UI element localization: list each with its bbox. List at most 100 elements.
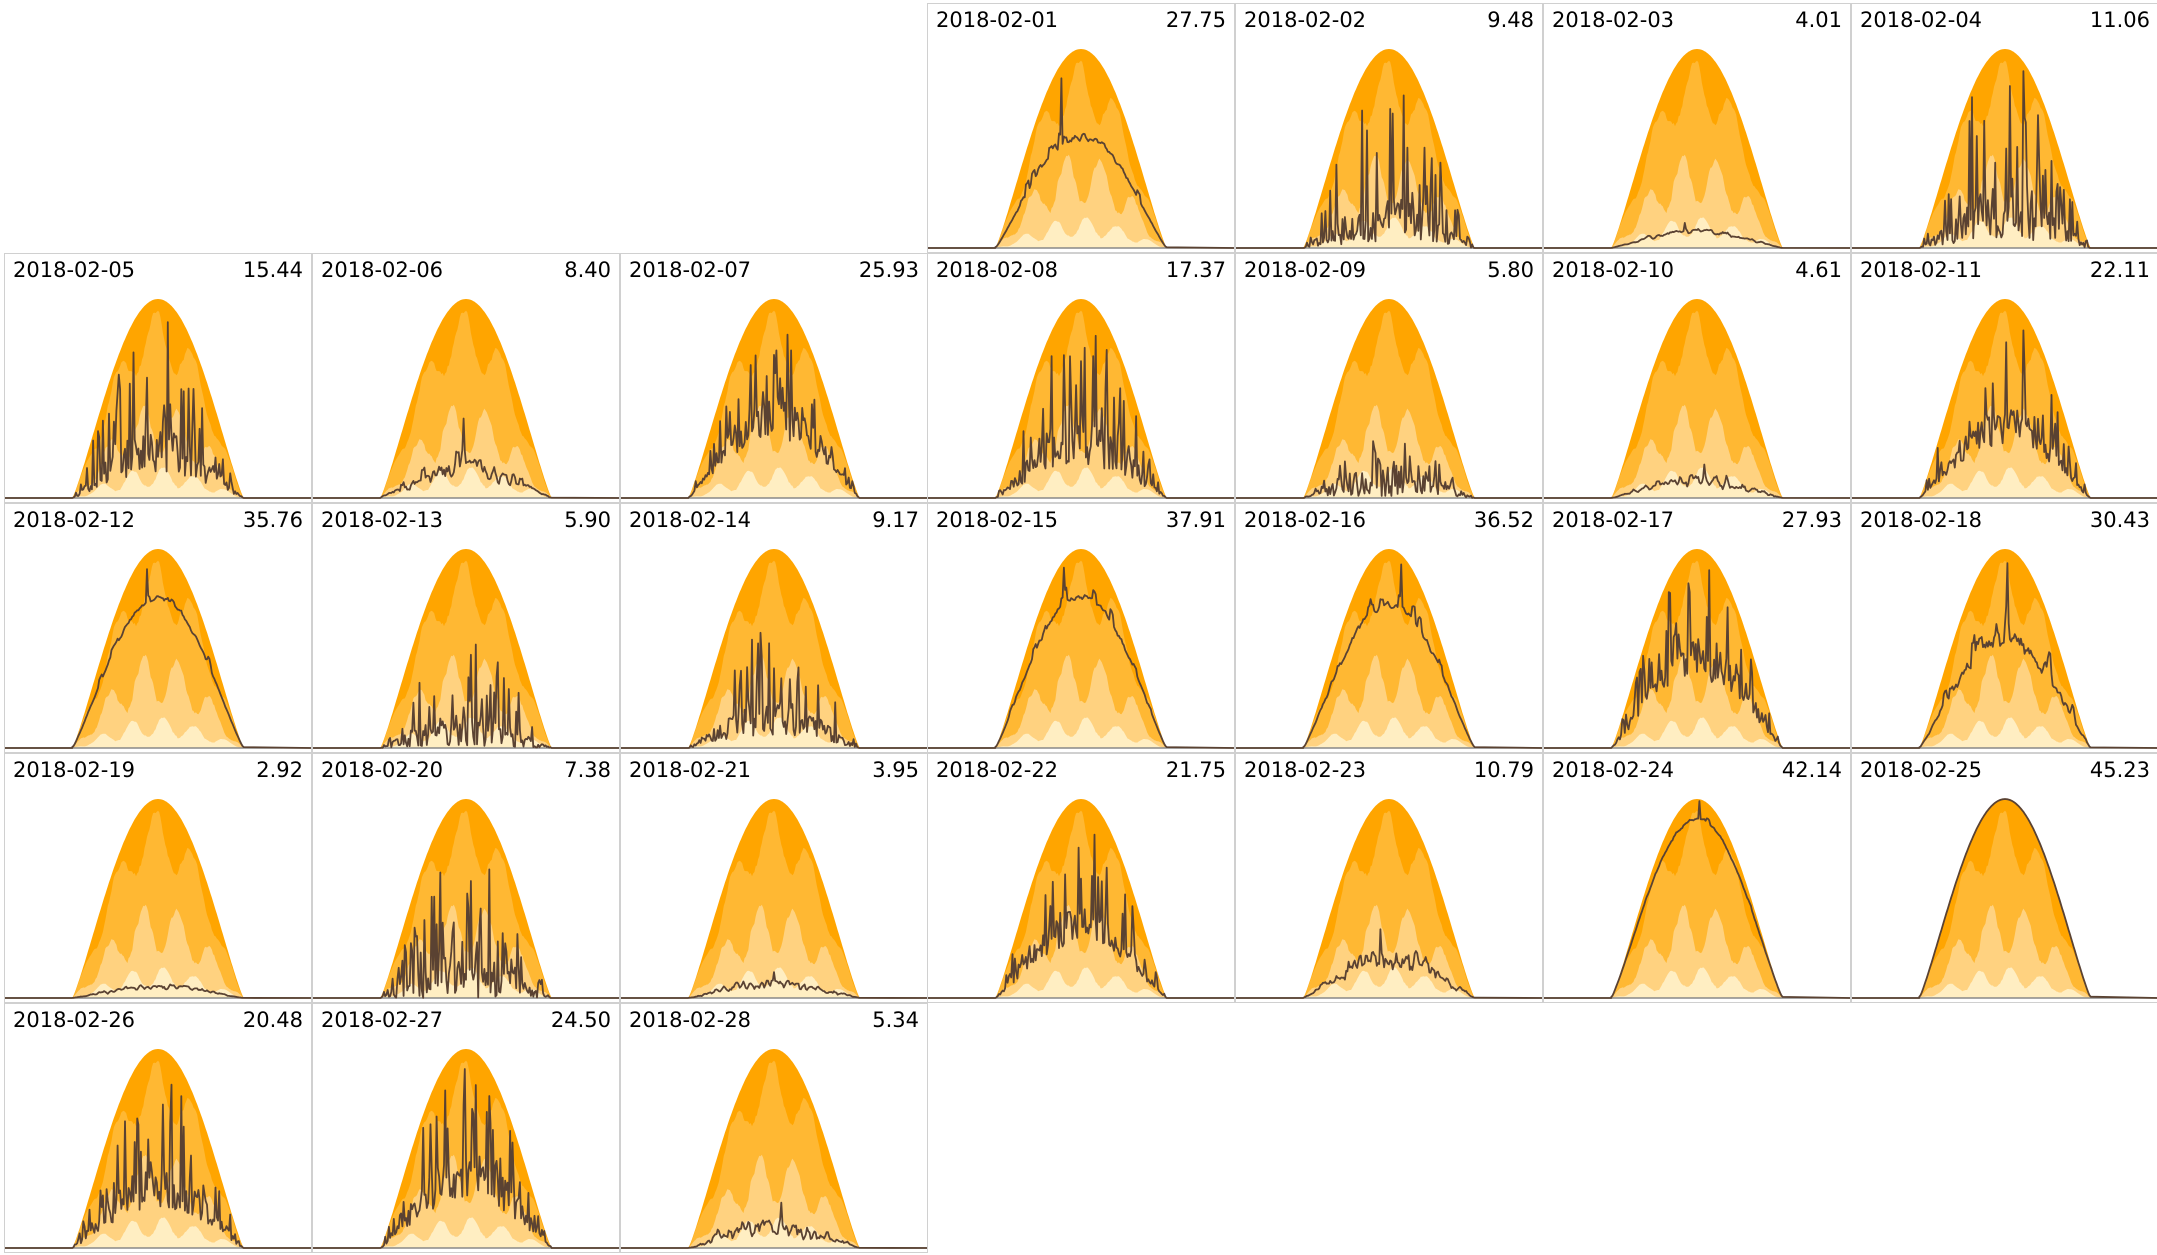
day-chart-2018-02-15 [928,549,1234,749]
day-chart-2018-02-25 [1852,798,2157,999]
band-low-area [995,217,1167,248]
band-low-area [995,967,1167,998]
day-panel-2018-02-15: 2018-02-15 37.91 [927,503,1235,753]
day-chart-2018-02-03 [1544,49,1850,249]
band-low-area [688,967,860,998]
band-low-area [1919,967,2091,998]
actual-output-line [1236,94,1542,249]
band-mid-area [1303,654,1475,748]
day-panel-2018-02-20: 2018-02-20 7.38 [312,753,620,1003]
day-total-label: 5.34 [872,1008,919,1032]
day-panel-2018-02-12: 2018-02-12 35.76 [4,503,312,753]
day-panel-2018-02-18: 2018-02-18 30.43 [1851,503,2157,753]
day-total-label: 27.75 [1165,8,1226,32]
band-mid-area [1919,904,2091,998]
day-panel-2018-02-09: 2018-02-09 5.80 [1235,253,1543,503]
day-panel-2018-02-22: 2018-02-22 21.75 [927,753,1235,1003]
actual-output-line [928,566,1234,749]
day-total-label: 9.48 [1487,8,1534,32]
day-total-label: 24.50 [550,1008,611,1032]
actual-output-line [1852,329,2157,499]
day-date-label: 2018-02-14 [629,508,752,532]
day-chart-2018-02-23 [1236,799,1542,999]
day-chart-2018-02-16 [1236,549,1542,749]
band-low-area [380,967,552,998]
day-date-label: 2018-02-05 [13,258,136,282]
band-mid-area [1611,904,1783,998]
day-total-label: 30.43 [2089,508,2150,532]
band-low-area [72,717,244,748]
day-date-label: 2018-02-21 [629,758,752,782]
actual-output-line [313,1068,619,1249]
band-mid-area [72,654,244,748]
day-date-label: 2018-02-20 [321,758,444,782]
actual-output-line [1544,222,1850,249]
day-panel-2018-02-28: 2018-02-28 5.34 [620,1003,928,1253]
day-date-label: 2018-02-27 [321,1008,444,1032]
actual-output-line [313,643,619,749]
band-low-area [688,717,860,748]
day-total-label: 22.11 [2089,258,2150,282]
actual-output-line [1236,563,1542,749]
day-date-label: 2018-02-13 [321,508,444,532]
day-panel-2018-02-21: 2018-02-21 3.95 [620,753,928,1003]
day-panel-2018-02-14: 2018-02-14 9.17 [620,503,928,753]
actual-output-line [1852,798,2157,999]
actual-output-line [313,868,619,999]
day-total-label: 21.75 [1165,758,1226,782]
band-low-area [1611,717,1783,748]
band-mid-area [1611,404,1783,498]
day-panel-2018-02-05: 2018-02-05 15.44 [4,253,312,503]
day-panel-2018-02-03: 2018-02-03 4.01 [1543,3,1851,253]
day-chart-2018-02-07 [621,299,927,499]
day-date-label: 2018-02-02 [1244,8,1367,32]
day-date-label: 2018-02-16 [1244,508,1367,532]
day-panel-2018-02-17: 2018-02-17 27.93 [1543,503,1851,753]
band-mid-area [688,1154,860,1248]
band-low-area [995,717,1167,748]
day-date-label: 2018-02-03 [1552,8,1675,32]
actual-output-line [5,321,311,499]
day-total-label: 25.93 [858,258,919,282]
band-mid-area [380,654,552,748]
day-total-label: 8.40 [564,258,611,282]
day-chart-2018-02-14 [621,549,927,749]
band-mid-area [995,404,1167,498]
band-mid-area [1919,654,2091,748]
day-chart-2018-02-09 [1236,299,1542,499]
day-date-label: 2018-02-10 [1552,258,1675,282]
band-low-area [1919,717,2091,748]
day-date-label: 2018-02-25 [1860,758,1983,782]
actual-output-line [621,1201,927,1249]
actual-output-line [1852,70,2157,249]
day-date-label: 2018-02-19 [13,758,136,782]
day-chart-2018-02-21 [621,799,927,999]
day-panel-2018-02-25: 2018-02-25 45.23 [1851,753,2157,1003]
band-low-area [1919,217,2091,248]
day-total-label: 45.23 [2089,758,2150,782]
day-chart-2018-02-06 [313,299,619,499]
day-panel-2018-02-08: 2018-02-08 17.37 [927,253,1235,503]
band-mid-area [1611,654,1783,748]
day-total-label: 2.92 [256,758,303,782]
day-total-label: 4.61 [1795,258,1842,282]
day-chart-2018-02-22 [928,799,1234,999]
band-low-area [1303,967,1475,998]
day-total-label: 3.95 [872,758,919,782]
day-chart-2018-02-28 [621,1049,927,1249]
actual-output-line [1544,463,1850,499]
day-panel-2018-02-10: 2018-02-10 4.61 [1543,253,1851,503]
day-chart-2018-02-10 [1544,299,1850,499]
day-chart-2018-02-26 [5,1049,311,1249]
actual-output-line [1544,800,1850,999]
actual-output-line [621,971,927,999]
day-total-label: 37.91 [1165,508,1226,532]
day-panel-2018-02-24: 2018-02-24 42.14 [1543,753,1851,1003]
day-panel-2018-02-02: 2018-02-02 9.48 [1235,3,1543,253]
day-total-label: 15.44 [242,258,303,282]
band-mid-area [72,904,244,998]
day-total-label: 20.48 [242,1008,303,1032]
day-panel-2018-02-06: 2018-02-06 8.40 [312,253,620,503]
band-mid-area [688,404,860,498]
day-date-label: 2018-02-26 [13,1008,136,1032]
